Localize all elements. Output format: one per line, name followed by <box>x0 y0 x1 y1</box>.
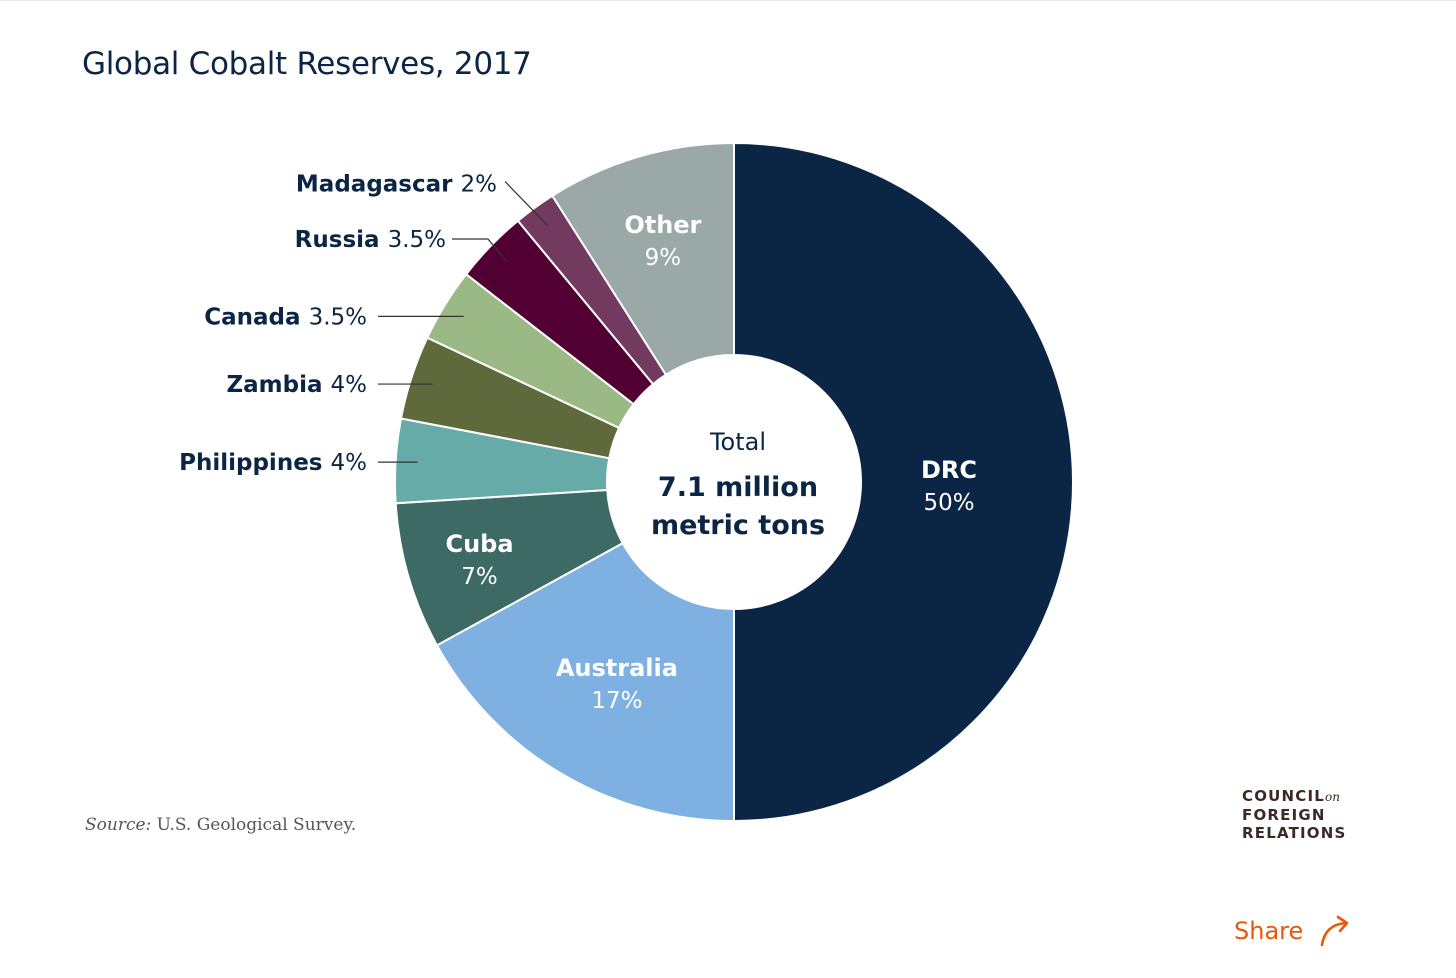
slice-labels: DRC 50% Australia 17% Cuba 7% Other 9% Philippin… <box>179 172 977 714</box>
chart-title: Global Cobalt Reserves, 2017 <box>82 46 532 82</box>
slice-value-madagascar: 2% <box>461 172 498 198</box>
center-label: Total <box>709 428 766 456</box>
slice-label-madagascar: Madagascar 2% <box>296 172 497 198</box>
slice-value-zambia: 4% <box>331 372 368 398</box>
slice-value-philippines: 4% <box>331 450 368 476</box>
slice-label-cuba: Cuba <box>445 530 513 558</box>
leader-line-madagascar <box>504 181 549 226</box>
center-value-line2: metric tons <box>651 510 825 541</box>
slice-value-cuba: 7% <box>461 564 498 590</box>
source-note: Source: U.S. Geological Survey. <box>85 815 356 835</box>
slice-value-drc: 50% <box>923 490 974 516</box>
slice-drc <box>733 141 1074 823</box>
slice-value-australia: 17% <box>591 688 642 714</box>
slice-label-drc: DRC <box>921 456 977 484</box>
slice-label-zambia: Zambia 4% <box>226 372 367 398</box>
slice-australia <box>435 541 735 823</box>
slice-name-zambia: Zambia <box>226 372 330 398</box>
slice-value-canada: 3.5% <box>309 304 367 330</box>
center-value-line1: 7.1 million <box>658 472 818 503</box>
source-label: Source: <box>85 815 152 835</box>
cfr-logo: COUNCILon FOREIGN RELATIONS <box>1242 787 1347 842</box>
slice-label-australia: Australia <box>556 654 678 682</box>
logo-line1: COUNCIL <box>1242 787 1326 805</box>
logo-line1-suffix: on <box>1325 790 1340 804</box>
leader-line-russia <box>452 238 507 262</box>
source-text: U.S. Geological Survey. <box>156 815 357 835</box>
slice-name-russia: Russia <box>295 227 388 253</box>
slice-value-other: 9% <box>645 245 682 271</box>
share-arrow-icon <box>1319 914 1353 948</box>
slice-other <box>550 141 735 377</box>
slice-name-madagascar: Madagascar <box>296 172 461 198</box>
slice-name-canada: Canada <box>204 304 308 330</box>
slice-label-canada: Canada 3.5% <box>204 304 367 330</box>
share-button[interactable]: Share <box>1234 914 1353 948</box>
share-label: Share <box>1234 917 1304 945</box>
slice-label-other: Other <box>624 211 701 239</box>
logo-line2: FOREIGN <box>1242 806 1326 824</box>
slice-label-philippines: Philippines 4% <box>179 450 367 476</box>
slice-value-russia: 3.5% <box>388 227 446 253</box>
slice-label-russia: Russia 3.5% <box>295 227 446 253</box>
logo-line3: RELATIONS <box>1242 824 1347 842</box>
slice-name-philippines: Philippines <box>179 450 330 476</box>
slices <box>394 141 1074 823</box>
